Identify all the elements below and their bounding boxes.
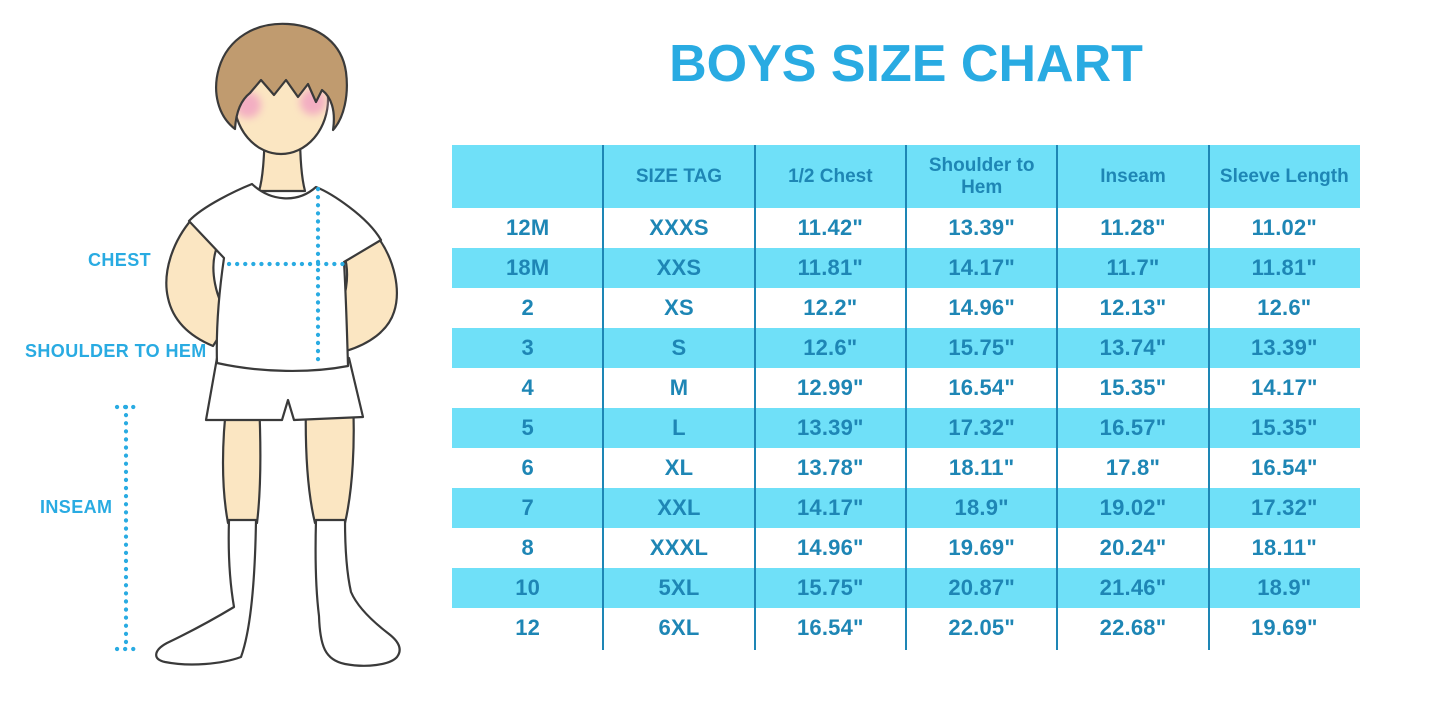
table-cell: 12.6": [803, 335, 858, 360]
boy-illustration: [114, 22, 401, 667]
inseam-label: INSEAM: [40, 497, 113, 517]
right-sock: [314, 518, 401, 667]
table-cell: 15.75": [948, 335, 1015, 360]
shoulder-to-hem-label: SHOULDER TO HEM: [25, 341, 207, 361]
table-cell: 11.81": [797, 255, 864, 280]
chest-label: CHEST: [88, 250, 152, 270]
table-cell: 12.2": [803, 295, 858, 320]
column-divider: [754, 145, 756, 650]
table-cell: 22.68": [1099, 615, 1167, 640]
table-cell: 14.17": [948, 255, 1015, 280]
table-cell: 7: [521, 495, 534, 520]
table-cell: 12.6": [1257, 295, 1312, 320]
table-cell: XXXS: [649, 215, 709, 240]
table-cell: 19.69": [1250, 615, 1318, 640]
table-cell: XXS: [656, 255, 702, 280]
table-cell: 13.39": [1250, 335, 1318, 360]
shorts: [204, 356, 365, 422]
table-cell: 13.78": [796, 455, 864, 480]
table-cell: S: [671, 335, 687, 360]
table-cell: 18.11": [1251, 535, 1318, 560]
table-cell: 13.39": [948, 215, 1015, 240]
table-cell: 19.69": [948, 535, 1015, 560]
table-cell: 6XL: [658, 615, 700, 640]
table-cell: 20.87": [948, 575, 1015, 600]
table-cell: 12.99": [796, 375, 864, 400]
table-cell: 6: [521, 455, 534, 480]
hair: [215, 22, 348, 132]
column-divider: [1208, 145, 1210, 650]
table-cell: 19.02": [1099, 495, 1167, 520]
size-table: SIZE TAG 1/2 Chest Shoulder to Hem Inseam Sl…: [452, 145, 1360, 650]
table-cell: 18.11": [948, 455, 1015, 480]
table-cell: 5: [521, 415, 534, 440]
table-cell: 5XL: [658, 575, 700, 600]
table-cell: 14.17": [796, 495, 864, 520]
table-cell: 15.35": [1099, 375, 1167, 400]
table-cell: 15.75": [796, 575, 864, 600]
table-cell: 20.24": [1099, 535, 1167, 560]
table-cell: 16.54": [796, 615, 864, 640]
table-cell: 14.17": [1250, 375, 1318, 400]
header-cell: 1/2 Chest: [788, 165, 873, 187]
table-cell: 21.46": [1099, 575, 1167, 600]
table-cell: XS: [664, 295, 694, 320]
header-cell: [452, 145, 603, 208]
table-cell: 17.32": [1250, 495, 1318, 520]
table-cell: 15.35": [1250, 415, 1318, 440]
table-cell: 14.96": [948, 295, 1015, 320]
table-cell: 16.54": [948, 375, 1015, 400]
table-cell: 18.9": [1257, 575, 1312, 600]
left-sock: [155, 518, 258, 666]
table-cell: L: [672, 415, 686, 440]
table-cell: XXL: [657, 495, 701, 520]
boy-figure-panel: CHEST SHOULDER TO HEM INSEAM: [0, 0, 450, 723]
header-cell: Sleeve Length: [1219, 165, 1349, 187]
table-cell: 22.05": [948, 615, 1015, 640]
column-divider: [602, 145, 604, 650]
table-cell: 17.8": [1105, 455, 1161, 480]
table-cell: M: [669, 375, 689, 400]
table-cell: 12.13": [1099, 295, 1167, 320]
left-arm: [165, 217, 233, 348]
table-cell: 10: [515, 575, 541, 600]
table-cell: 14.96": [796, 535, 864, 560]
table-cell: XL: [664, 455, 694, 480]
table-cell: 3: [521, 335, 534, 360]
table-cell: 11.42": [797, 215, 864, 240]
table-cell: 11.7": [1106, 255, 1160, 280]
table-cell: 13.74": [1099, 335, 1167, 360]
table-cell: XXXL: [649, 535, 709, 560]
table-cell: 13.39": [796, 415, 864, 440]
table-cell: 18M: [505, 255, 550, 280]
header-cell: Inseam: [1100, 165, 1166, 187]
table-cell: 11.81": [1251, 255, 1318, 280]
page-title: BOYS SIZE CHART: [669, 35, 1143, 93]
table-cell: 11.02": [1251, 215, 1318, 240]
table-cell: 16.54": [1250, 455, 1318, 480]
table-cell: 16.57": [1099, 415, 1167, 440]
table-cell: 2: [521, 295, 534, 320]
header-cell: Shoulder to Hem: [928, 154, 1035, 198]
table-cell: 17.32": [948, 415, 1015, 440]
table-cell: 4: [521, 375, 534, 400]
table-cell: 8: [521, 535, 534, 560]
table-cell: 18.9": [954, 495, 1009, 520]
table-cell: 11.28": [1100, 215, 1166, 240]
column-divider: [905, 145, 907, 650]
table-cell: 12M: [505, 215, 550, 240]
table-cell: 12: [515, 615, 541, 640]
header-cell: SIZE TAG: [635, 165, 723, 187]
column-divider: [1056, 145, 1058, 650]
